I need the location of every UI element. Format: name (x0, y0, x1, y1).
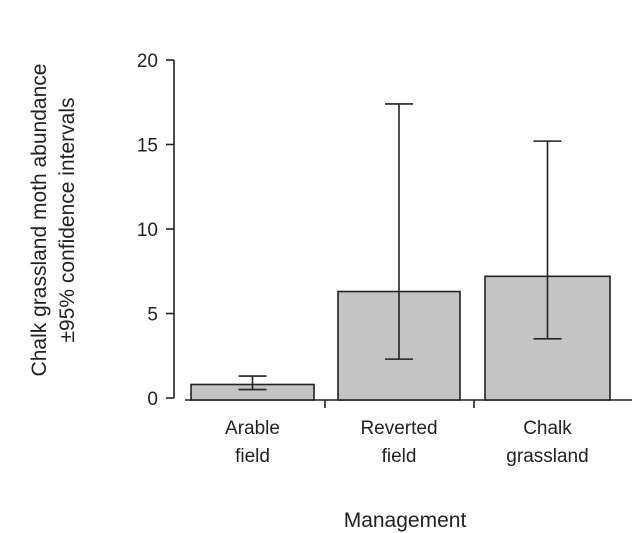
category-label: Arable field (225, 418, 280, 467)
y-axis-title: Chalk grassland moth abundance ±95% confi… (28, 64, 79, 377)
category-label: Chalk grassland (506, 418, 588, 467)
x-axis (185, 399, 632, 408)
y-tick-label: 5 (147, 305, 158, 326)
error-bars (238, 103, 562, 391)
y-tick-label: 0 (147, 389, 158, 410)
y-tick-label: 20 (137, 51, 158, 72)
y-axis-title-text: Chalk grassland moth abundance ±95% confi… (28, 64, 79, 377)
y-tick-label: 15 (137, 136, 158, 157)
x-axis-title: Management (344, 509, 467, 532)
y-axis: 0 5 10 15 20 (137, 51, 175, 410)
category-label: Reverted field (360, 418, 437, 467)
category-labels: Arable field Reverted field Chalk grassland (225, 418, 589, 467)
y-tick-label: 10 (137, 220, 158, 241)
